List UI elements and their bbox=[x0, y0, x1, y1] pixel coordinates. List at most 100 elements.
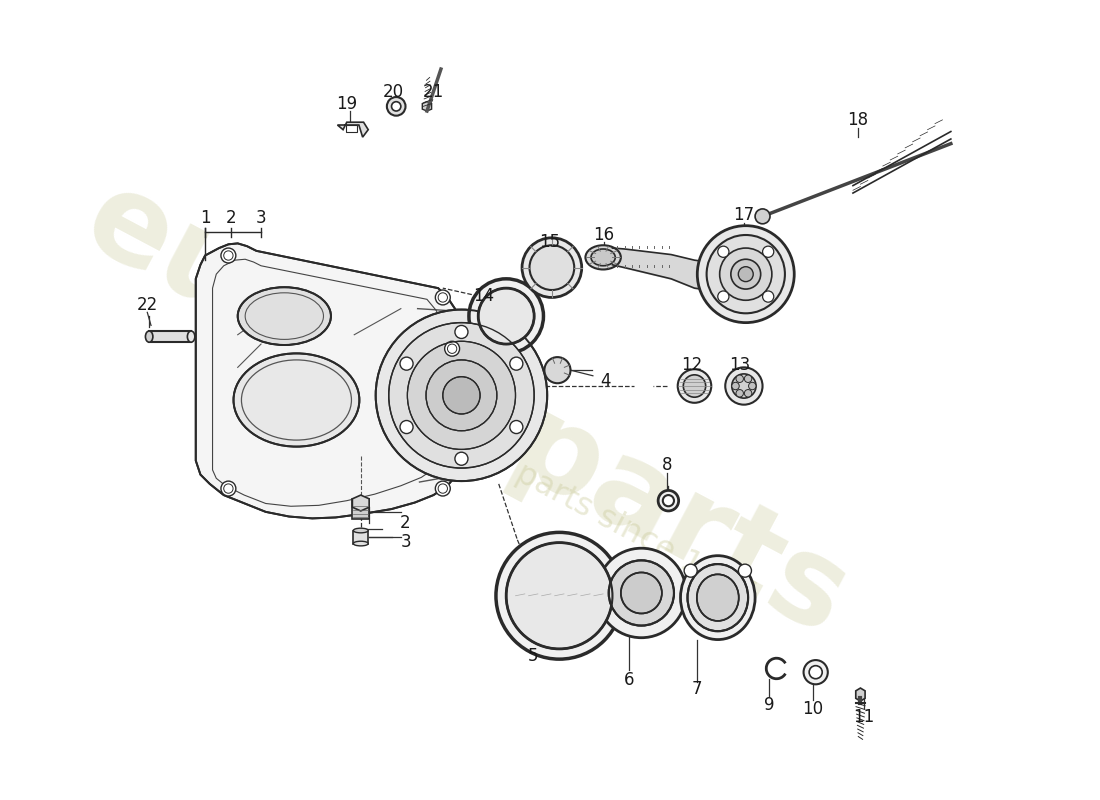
Ellipse shape bbox=[688, 564, 748, 631]
Text: europaparts: europaparts bbox=[65, 159, 867, 659]
Circle shape bbox=[509, 421, 522, 434]
Bar bbox=[353, 530, 369, 543]
Text: 12: 12 bbox=[681, 355, 702, 374]
Text: 8: 8 bbox=[662, 456, 673, 474]
Circle shape bbox=[658, 490, 679, 511]
Circle shape bbox=[407, 342, 516, 450]
Ellipse shape bbox=[696, 574, 739, 621]
Circle shape bbox=[719, 248, 772, 300]
Polygon shape bbox=[856, 688, 865, 701]
Circle shape bbox=[506, 542, 613, 649]
Ellipse shape bbox=[585, 246, 620, 270]
Text: 22: 22 bbox=[136, 296, 158, 314]
Ellipse shape bbox=[681, 556, 755, 639]
Circle shape bbox=[376, 310, 547, 481]
Circle shape bbox=[684, 564, 697, 577]
Circle shape bbox=[436, 290, 450, 305]
Circle shape bbox=[400, 357, 414, 370]
Text: 21: 21 bbox=[422, 83, 444, 102]
Circle shape bbox=[736, 375, 744, 382]
Circle shape bbox=[804, 660, 828, 684]
Polygon shape bbox=[196, 243, 464, 518]
Circle shape bbox=[678, 370, 712, 402]
Circle shape bbox=[718, 246, 729, 258]
Text: 18: 18 bbox=[847, 111, 868, 130]
Circle shape bbox=[608, 560, 674, 626]
Circle shape bbox=[745, 390, 751, 397]
Circle shape bbox=[738, 266, 754, 282]
Circle shape bbox=[749, 382, 756, 390]
Ellipse shape bbox=[145, 331, 153, 342]
Circle shape bbox=[469, 279, 543, 354]
Ellipse shape bbox=[591, 249, 615, 266]
Text: 7: 7 bbox=[692, 680, 703, 698]
Circle shape bbox=[718, 291, 729, 302]
Circle shape bbox=[736, 390, 744, 397]
Text: 19: 19 bbox=[337, 94, 358, 113]
Circle shape bbox=[762, 291, 773, 302]
Text: 4: 4 bbox=[601, 372, 612, 390]
Circle shape bbox=[810, 666, 822, 678]
Ellipse shape bbox=[353, 542, 369, 546]
Circle shape bbox=[529, 246, 574, 290]
Text: 17: 17 bbox=[734, 206, 755, 225]
Text: 3: 3 bbox=[400, 533, 410, 550]
Text: 15: 15 bbox=[539, 233, 561, 250]
Circle shape bbox=[221, 481, 235, 496]
Polygon shape bbox=[352, 495, 370, 511]
Circle shape bbox=[387, 97, 406, 116]
Ellipse shape bbox=[353, 528, 369, 533]
Text: 14: 14 bbox=[473, 286, 494, 305]
Ellipse shape bbox=[233, 354, 360, 446]
Circle shape bbox=[400, 421, 414, 434]
Circle shape bbox=[732, 374, 756, 398]
Text: 13: 13 bbox=[729, 355, 751, 374]
Circle shape bbox=[436, 481, 450, 496]
Circle shape bbox=[762, 246, 773, 258]
Polygon shape bbox=[422, 102, 431, 111]
Circle shape bbox=[732, 382, 739, 390]
Polygon shape bbox=[338, 122, 368, 137]
Circle shape bbox=[388, 322, 535, 468]
Circle shape bbox=[478, 288, 535, 344]
Circle shape bbox=[509, 357, 522, 370]
Bar bbox=[352, 499, 370, 519]
Ellipse shape bbox=[238, 287, 331, 345]
Text: 2: 2 bbox=[400, 514, 410, 532]
Text: 10: 10 bbox=[802, 701, 824, 718]
Circle shape bbox=[620, 573, 662, 614]
Circle shape bbox=[738, 564, 751, 577]
Circle shape bbox=[683, 375, 706, 398]
Text: 11: 11 bbox=[854, 708, 874, 726]
Text: 9: 9 bbox=[763, 696, 774, 714]
Circle shape bbox=[455, 326, 468, 338]
Circle shape bbox=[745, 375, 751, 382]
Text: a passion for parts since 1985: a passion for parts since 1985 bbox=[320, 357, 761, 611]
Circle shape bbox=[455, 452, 468, 466]
Text: 1: 1 bbox=[200, 210, 210, 227]
Text: 20: 20 bbox=[383, 83, 404, 102]
Text: 5: 5 bbox=[528, 647, 539, 666]
Circle shape bbox=[697, 226, 794, 322]
Circle shape bbox=[755, 209, 770, 224]
Circle shape bbox=[725, 367, 762, 405]
Circle shape bbox=[426, 360, 497, 430]
Circle shape bbox=[730, 259, 761, 289]
Circle shape bbox=[596, 548, 686, 638]
Circle shape bbox=[221, 248, 235, 263]
Circle shape bbox=[522, 238, 582, 298]
Circle shape bbox=[392, 102, 400, 111]
Ellipse shape bbox=[187, 331, 195, 342]
Circle shape bbox=[444, 342, 460, 356]
Bar bbox=[150, 331, 191, 342]
Bar bbox=[345, 125, 358, 133]
Circle shape bbox=[496, 532, 623, 659]
Text: 2: 2 bbox=[226, 210, 236, 227]
Circle shape bbox=[663, 495, 674, 506]
Circle shape bbox=[443, 377, 480, 414]
Circle shape bbox=[706, 235, 785, 314]
Circle shape bbox=[544, 357, 571, 383]
Text: 6: 6 bbox=[624, 670, 635, 689]
Text: 3: 3 bbox=[255, 210, 266, 227]
Text: 16: 16 bbox=[594, 226, 615, 244]
